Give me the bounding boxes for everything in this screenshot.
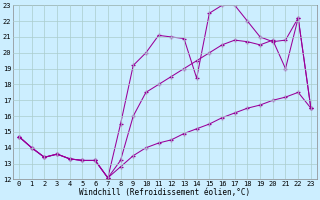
X-axis label: Windchill (Refroidissement éolien,°C): Windchill (Refroidissement éolien,°C) bbox=[79, 188, 251, 197]
